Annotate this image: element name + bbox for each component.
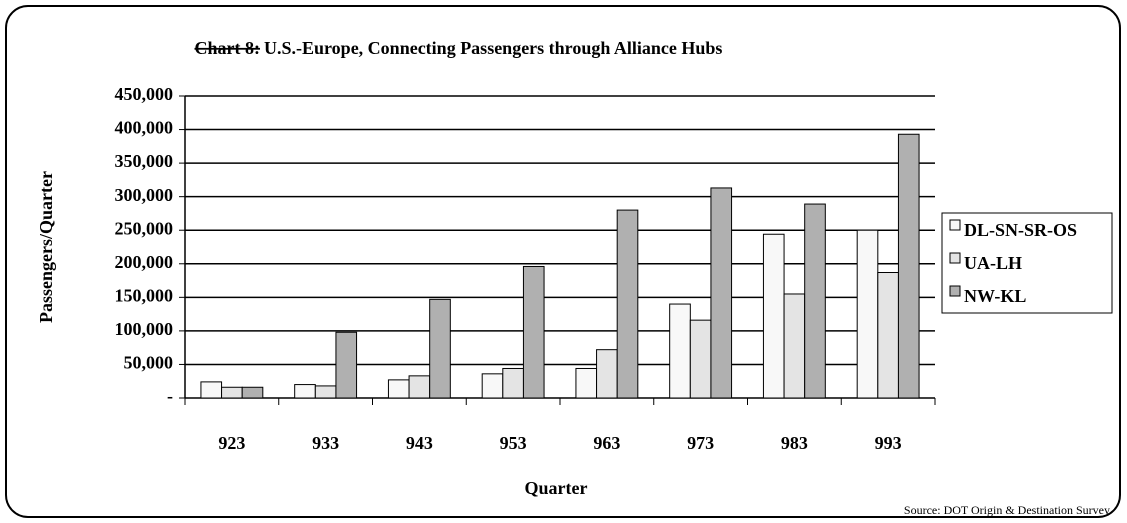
bar	[429, 298, 451, 399]
bar	[387, 379, 410, 399]
x-axis-label: Quarter	[525, 478, 588, 498]
y-tick-label: 100,000	[115, 319, 174, 339]
y-tick-label: 250,000	[115, 218, 174, 238]
y-tick-label: 350,000	[115, 151, 174, 171]
legend-label: UA-LH	[964, 253, 1022, 273]
bar	[856, 229, 879, 399]
bar	[710, 187, 733, 399]
x-tick-label: 933	[312, 433, 339, 453]
y-axis-label: Passengers/Quarter	[36, 171, 56, 323]
title-label: Chart 8:	[195, 38, 261, 58]
frame	[5, 5, 1121, 518]
source: Source: DOT Origin & Destination Survey	[904, 503, 1110, 517]
bar	[596, 349, 618, 399]
bar	[575, 367, 598, 399]
bar	[897, 133, 920, 399]
y-tick-label: 50,000	[124, 353, 174, 373]
bar	[804, 203, 826, 399]
x-tick-label: 973	[687, 433, 714, 453]
bar	[294, 384, 316, 399]
x-tick-label: 993	[875, 433, 902, 453]
x-tick-label: 983	[781, 433, 808, 453]
bar	[522, 265, 545, 399]
bar	[502, 367, 524, 399]
bar	[783, 293, 806, 399]
bar	[408, 375, 431, 399]
bar	[481, 373, 504, 399]
bar	[200, 381, 223, 399]
legend-label: DL-SN-SR-OS	[964, 220, 1077, 240]
legend-swatch	[949, 252, 961, 264]
legend-swatch	[949, 219, 961, 231]
bar	[762, 233, 785, 399]
x-tick-label: 953	[500, 433, 527, 453]
bar	[877, 272, 899, 399]
bar	[616, 209, 639, 399]
y-tick-label: 300,000	[115, 185, 174, 205]
x-tick-label: 923	[218, 433, 245, 453]
bar	[241, 386, 264, 399]
bar	[669, 303, 691, 399]
legend	[941, 212, 1113, 314]
y-tick-label: 200,000	[115, 252, 174, 272]
bar	[335, 331, 358, 399]
legend-swatch	[949, 285, 961, 297]
x-tick-label: 943	[406, 433, 433, 453]
y-tick-label: 150,000	[115, 285, 174, 305]
chart-title: U.S.-Europe, Connecting Passengers throu…	[264, 38, 722, 58]
x-tick-label: 963	[593, 433, 620, 453]
y-tick-label: -	[167, 386, 173, 406]
bar	[221, 386, 243, 399]
y-tick-label: 400,000	[115, 118, 174, 138]
bar	[314, 385, 337, 399]
y-tick-label: 450,000	[115, 84, 174, 104]
bar	[689, 319, 712, 399]
legend-label: NW-KL	[964, 286, 1026, 306]
